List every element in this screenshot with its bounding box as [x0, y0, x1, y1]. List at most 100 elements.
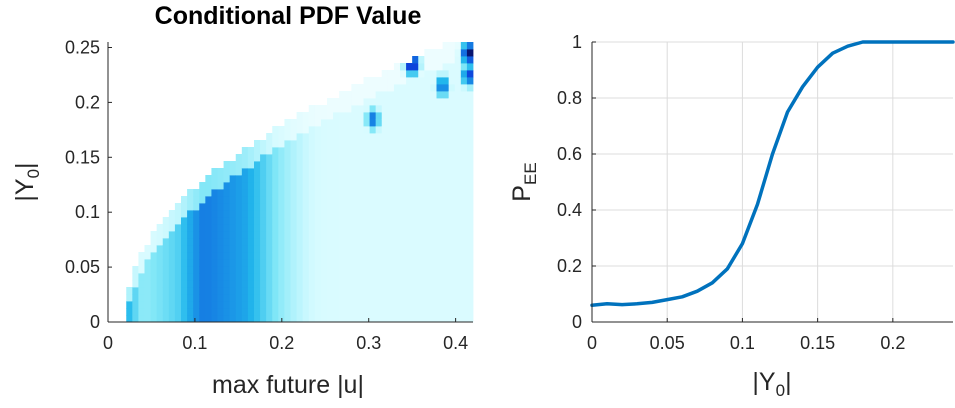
heatmap-cell [430, 210, 437, 218]
heatmap-cell [199, 280, 206, 288]
heatmap-cell [412, 161, 419, 169]
heatmap-cell [199, 196, 206, 204]
heatmap-cell [205, 301, 212, 309]
heatmap-cell [412, 70, 419, 78]
heatmap-cell [363, 203, 370, 211]
heatmap-cell [308, 182, 316, 190]
heatmap-cell [314, 168, 322, 176]
heatmap-cell [442, 245, 450, 253]
heatmap-cell [247, 168, 255, 176]
heatmap-cell [156, 273, 164, 281]
heatmap-cell [266, 168, 273, 176]
heatmap-cell [351, 133, 358, 141]
heatmap-cell [266, 133, 273, 141]
heatmap-cell [284, 266, 291, 274]
heatmap-cell [369, 126, 377, 134]
heatmap-cell [381, 140, 389, 148]
heatmap-cell [460, 98, 468, 106]
heatmap-cell [436, 287, 443, 295]
line-y-tick-label: 0.8 [557, 88, 582, 108]
heatmap-cell [156, 294, 164, 302]
line-x-tick-label: 0.2 [880, 333, 905, 353]
heatmap-cell [320, 168, 328, 176]
heatmap-cell [193, 238, 200, 246]
heatmap-cell [181, 308, 188, 316]
heatmap-cell [327, 112, 334, 120]
heatmap-cell [381, 147, 389, 155]
heatmap-cell [442, 140, 450, 148]
heatmap-cell [351, 119, 358, 127]
heatmap-cell [266, 147, 273, 155]
heatmap-cell [375, 238, 383, 246]
heatmap-cell [284, 126, 291, 134]
heatmap-cell [442, 294, 450, 302]
heatmap-cell [393, 245, 401, 253]
heatmap-cell [345, 196, 352, 204]
heatmap-cell [418, 154, 425, 162]
heatmap-cell [418, 112, 425, 120]
heatmap-cell [241, 161, 249, 169]
heatmap-cell [320, 182, 328, 190]
heatmap-cell [254, 287, 261, 295]
heatmap-cell [448, 168, 456, 176]
heatmap-cell [387, 147, 395, 155]
heatmap-cell [290, 147, 297, 155]
heatmap-cell [454, 259, 462, 267]
heatmap-cell [247, 224, 255, 232]
heatmap-cell [381, 266, 389, 274]
heatmap-cell [217, 245, 224, 253]
heatmap-cell [150, 315, 158, 323]
heatmap-cell [327, 259, 334, 267]
heatmap-cell [181, 238, 188, 246]
heatmap-cell [363, 217, 370, 225]
heatmap-cell [181, 287, 188, 295]
heatmap-cell [193, 224, 200, 232]
heatmap-cell [333, 140, 340, 148]
heatmap-cell [187, 210, 194, 218]
heatmap-cell [199, 217, 206, 225]
heatmap-cell [351, 287, 358, 295]
heatmap-cell [369, 119, 377, 127]
heatmap-cell [150, 301, 158, 309]
heatmap-cell [448, 49, 456, 57]
heatmap-cell [211, 273, 218, 281]
heatmap-cell [314, 147, 322, 155]
heatmap-cell [241, 287, 249, 295]
heatmap-cell [223, 301, 231, 309]
heatmap-cell [156, 224, 164, 232]
heatmap-cell [193, 315, 200, 323]
heatmap-cell [333, 161, 340, 169]
heatmap-cell [272, 175, 279, 183]
heatmap-cell [314, 315, 322, 323]
heatmap-cell [400, 91, 407, 99]
heatmap-cell [466, 147, 474, 155]
heatmap-cells [126, 42, 474, 323]
heatmap-cell [448, 301, 456, 309]
heatmap-cell [418, 168, 425, 176]
heatmap-cell [369, 224, 377, 232]
heatmap-cell [290, 259, 297, 267]
heatmap-cell [442, 315, 450, 323]
heatmap-cell [260, 161, 267, 169]
heatmap-cell [320, 273, 328, 281]
heatmap-cell [296, 203, 304, 211]
heatmap-cell [357, 105, 364, 113]
heatmap-cell [266, 203, 273, 211]
heatmap-cell [387, 308, 395, 316]
heatmap-cell [132, 266, 139, 274]
heatmap-cell [442, 70, 450, 78]
heatmap-cell [254, 294, 261, 302]
heatmap-cell [436, 161, 443, 169]
heatmap-cell [363, 287, 370, 295]
heatmap-cell [436, 63, 443, 71]
heatmap-cell [284, 147, 291, 155]
heatmap-cell [430, 273, 437, 281]
heatmap-cell [406, 84, 413, 92]
heatmap-cell [454, 161, 462, 169]
heatmap-cell [375, 196, 383, 204]
heatmap-cell [168, 308, 176, 316]
heatmap-cell [363, 140, 370, 148]
heatmap-cell [223, 231, 231, 239]
heatmap-cell [466, 196, 474, 204]
heatmap-cell [320, 231, 328, 239]
